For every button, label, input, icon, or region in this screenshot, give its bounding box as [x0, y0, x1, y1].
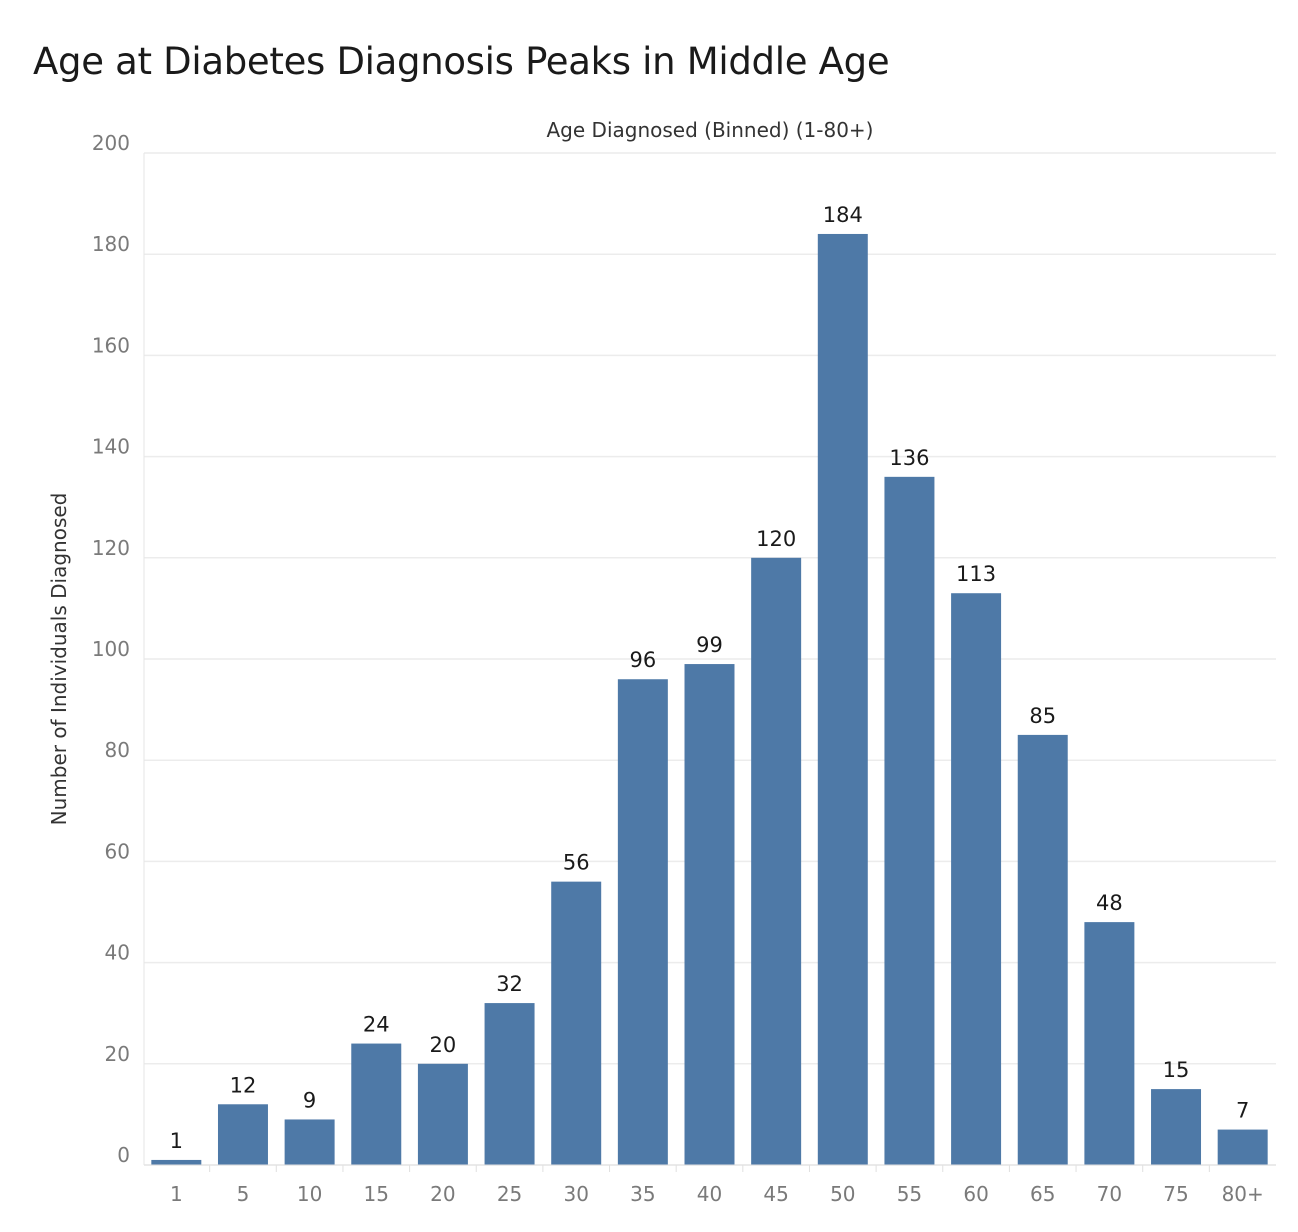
- x-tick-label: 80+: [1222, 1182, 1264, 1206]
- bar: [284, 1119, 335, 1165]
- bar: [551, 881, 602, 1165]
- bar: [617, 679, 668, 1165]
- x-tick-label: 40: [697, 1182, 722, 1206]
- bar: [217, 1104, 268, 1165]
- x-tick-label: 35: [630, 1182, 655, 1206]
- x-tick-label: 30: [563, 1182, 588, 1206]
- y-tick-label: 100: [92, 637, 130, 661]
- bar: [484, 1003, 535, 1165]
- bar: [1217, 1129, 1268, 1165]
- y-tick-label: 0: [117, 1143, 130, 1167]
- x-tick-label: 15: [364, 1182, 389, 1206]
- bar: [1084, 922, 1135, 1165]
- data-label: 9: [303, 1088, 316, 1112]
- bar: [1151, 1089, 1202, 1165]
- data-label: 113: [956, 562, 996, 586]
- y-tick-label: 60: [105, 839, 130, 863]
- x-tick-label: 60: [963, 1182, 988, 1206]
- x-tick-label: 55: [897, 1182, 922, 1206]
- bar: [684, 664, 735, 1165]
- bar: [351, 1043, 402, 1165]
- data-label: 48: [1096, 891, 1123, 915]
- data-label: 32: [496, 972, 523, 996]
- data-label: 136: [889, 446, 929, 470]
- data-label: 24: [363, 1013, 390, 1037]
- data-labels: 1 12 9 24 20 32 56 96 99 120 184 136 113 85 48 15 7: [170, 203, 1250, 1153]
- x-tick-label: 50: [830, 1182, 855, 1206]
- y-tick-label: 140: [92, 435, 130, 459]
- data-label: 15: [1163, 1058, 1190, 1082]
- bar: [817, 233, 868, 1165]
- data-label: 20: [430, 1033, 457, 1057]
- bars: [151, 233, 1268, 1166]
- x-tick-label: 65: [1030, 1182, 1055, 1206]
- data-label: 12: [230, 1073, 257, 1097]
- x-tick-label: 45: [763, 1182, 788, 1206]
- bar: [751, 557, 802, 1165]
- bar: [951, 593, 1002, 1165]
- bar: [1017, 734, 1068, 1165]
- data-label: 56: [563, 851, 590, 875]
- x-tick-label: 70: [1097, 1182, 1122, 1206]
- data-label: 1: [170, 1129, 183, 1153]
- bar: [417, 1063, 468, 1165]
- y-tick-label: 40: [105, 941, 130, 965]
- x-tick-label: 20: [430, 1182, 455, 1206]
- y-tick-label: 200: [92, 131, 130, 155]
- x-tick-label: 25: [497, 1182, 522, 1206]
- y-tick-label: 120: [92, 536, 130, 560]
- data-label: 120: [756, 527, 796, 551]
- y-axis-ticks: 0 20 40 60 80 100 120 140 160 180 200: [92, 131, 130, 1167]
- y-tick-label: 80: [105, 738, 130, 762]
- bar: [151, 1159, 202, 1165]
- data-label: 184: [823, 203, 863, 227]
- x-axis-title: Age Diagnosed (Binned) (1-80+): [547, 118, 874, 142]
- y-tick-label: 160: [92, 333, 130, 357]
- x-tick-label: 5: [237, 1182, 250, 1206]
- y-axis-title: Number of Individuals Diagnosed: [47, 493, 71, 826]
- chart-title: Age at Diabetes Diagnosis Peaks in Middl…: [33, 40, 890, 83]
- y-tick-label: 180: [92, 232, 130, 256]
- x-tick-label: 10: [297, 1182, 322, 1206]
- data-label: 99: [696, 633, 723, 657]
- x-tick-label: 75: [1163, 1182, 1188, 1206]
- data-label: 85: [1029, 704, 1056, 728]
- y-tick-label: 20: [105, 1042, 130, 1066]
- bar: [884, 476, 935, 1166]
- x-axis-ticks: 1 5 10 15 20 25 30 35 40 45 50 55 60 65 70 75 80+: [170, 1165, 1264, 1206]
- x-tick-label: 1: [170, 1182, 183, 1206]
- data-label: 7: [1236, 1099, 1249, 1123]
- data-label: 96: [629, 648, 656, 672]
